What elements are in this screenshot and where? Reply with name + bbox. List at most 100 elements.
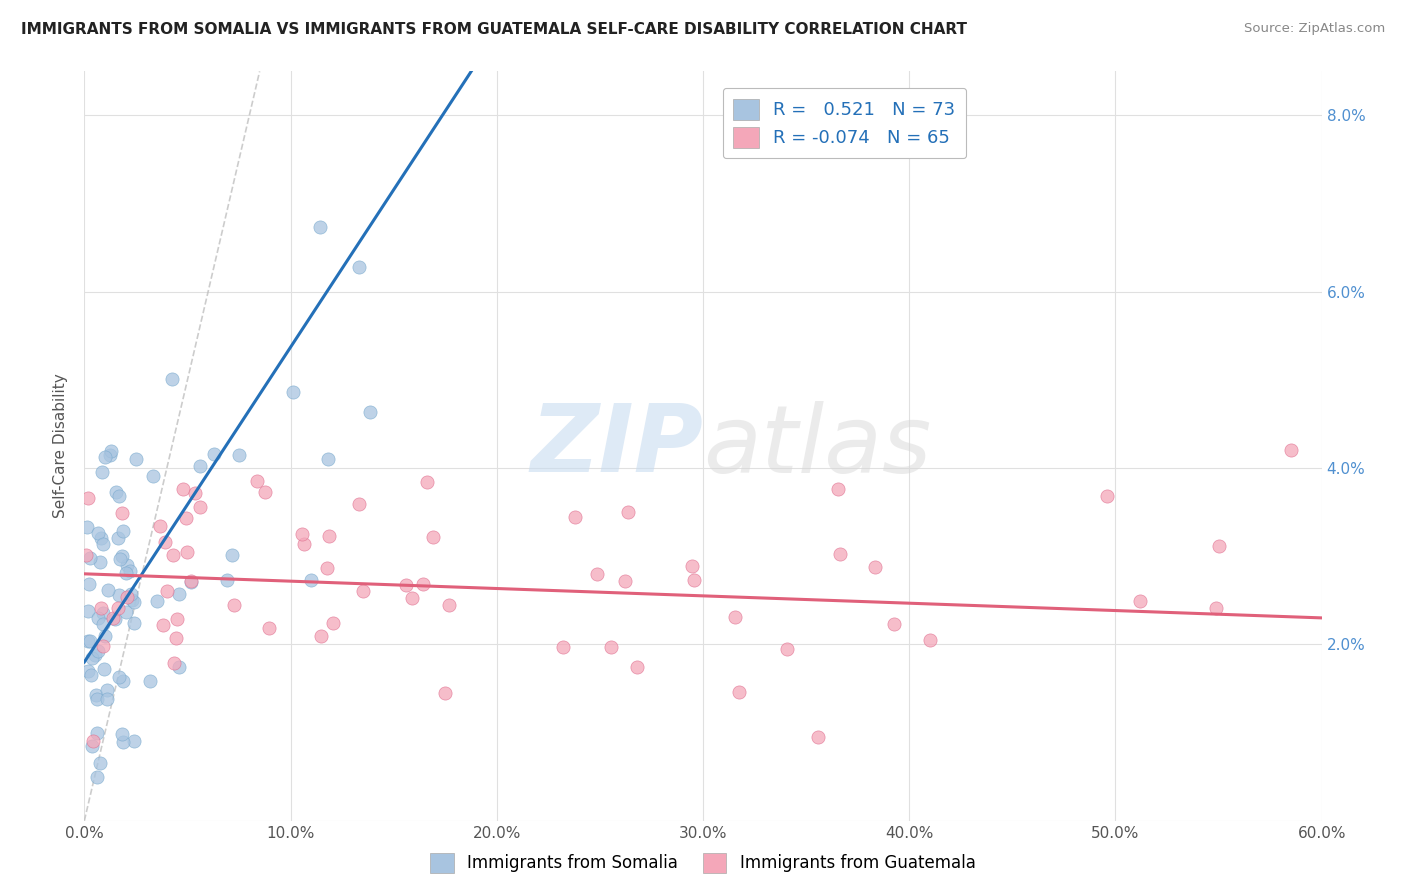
Point <box>76 634 98 648</box>
Point <box>76 604 98 618</box>
Point <box>76 520 98 534</box>
Point <box>94 450 117 465</box>
Point <box>166 612 188 626</box>
Point <box>111 549 134 563</box>
Point <box>101 611 124 625</box>
Point <box>89 756 111 771</box>
Point <box>87 525 110 540</box>
Point <box>112 673 135 688</box>
Point <box>347 497 370 511</box>
Point <box>190 458 212 473</box>
Point <box>82 733 104 747</box>
Point <box>146 594 169 608</box>
Point <box>76 664 98 678</box>
Point <box>184 485 207 500</box>
Point <box>79 551 101 566</box>
Point <box>90 601 112 615</box>
Point <box>96 692 118 706</box>
Point <box>412 577 434 591</box>
Y-axis label: Self-Care Disability: Self-Care Disability <box>53 374 69 518</box>
Text: ZIP: ZIP <box>530 400 703 492</box>
Point <box>86 691 108 706</box>
Point <box>600 640 623 654</box>
Point <box>188 500 211 514</box>
Point <box>152 618 174 632</box>
Point <box>626 659 648 673</box>
Point <box>1095 489 1118 503</box>
Point <box>87 611 110 625</box>
Point <box>91 639 114 653</box>
Point <box>115 590 138 604</box>
Point <box>359 405 381 419</box>
Point <box>724 610 747 624</box>
Point <box>107 532 129 546</box>
Point <box>827 483 849 497</box>
Point <box>564 510 586 524</box>
Point <box>103 612 125 626</box>
Point <box>142 469 165 483</box>
Point <box>97 582 120 597</box>
Point <box>153 534 176 549</box>
Point <box>318 528 340 542</box>
Point <box>112 734 135 748</box>
Point <box>180 574 202 588</box>
Point <box>93 662 115 676</box>
Point <box>107 588 129 602</box>
Point <box>86 726 108 740</box>
Point <box>122 595 145 609</box>
Point <box>96 683 118 698</box>
Point <box>91 537 114 551</box>
Point <box>84 688 107 702</box>
Point <box>80 739 103 753</box>
Point <box>80 668 103 682</box>
Point <box>215 573 238 587</box>
Point <box>108 670 131 684</box>
Point <box>120 587 142 601</box>
Point <box>322 615 344 630</box>
Point <box>299 573 322 587</box>
Point <box>111 727 134 741</box>
Point <box>352 584 374 599</box>
Point <box>176 545 198 559</box>
Point <box>111 524 134 538</box>
Point <box>309 220 332 235</box>
Point <box>246 475 269 489</box>
Point <box>115 558 138 573</box>
Point <box>104 485 127 500</box>
Point <box>91 465 114 479</box>
Point <box>77 491 100 506</box>
Point <box>107 600 129 615</box>
Point <box>167 587 190 601</box>
Text: Source: ZipAtlas.com: Source: ZipAtlas.com <box>1244 22 1385 36</box>
Point <box>1208 539 1230 553</box>
Point <box>79 634 101 648</box>
Point <box>316 561 339 575</box>
Point <box>439 598 461 612</box>
Point <box>160 372 183 386</box>
Point <box>118 564 141 578</box>
Point <box>682 573 704 587</box>
Point <box>165 631 187 645</box>
Point <box>86 770 108 784</box>
Point <box>89 555 111 569</box>
Point <box>108 551 131 566</box>
Point <box>114 566 136 580</box>
Point <box>551 640 574 655</box>
Point <box>176 511 198 525</box>
Point <box>115 605 138 619</box>
Point <box>107 489 129 503</box>
Point <box>156 583 179 598</box>
Text: IMMIGRANTS FROM SOMALIA VS IMMIGRANTS FROM GUATEMALA SELF-CARE DISABILITY CORREL: IMMIGRANTS FROM SOMALIA VS IMMIGRANTS FR… <box>21 22 967 37</box>
Point <box>395 578 418 592</box>
Point <box>776 641 799 656</box>
Point <box>139 674 162 689</box>
Point <box>586 567 609 582</box>
Point <box>121 592 143 607</box>
Legend: R =   0.521   N = 73, R = -0.074   N = 65: R = 0.521 N = 73, R = -0.074 N = 65 <box>723 88 966 159</box>
Point <box>291 526 314 541</box>
Point <box>91 617 114 632</box>
Point <box>94 629 117 643</box>
Point <box>294 537 316 551</box>
Point <box>75 548 97 562</box>
Point <box>401 591 423 605</box>
